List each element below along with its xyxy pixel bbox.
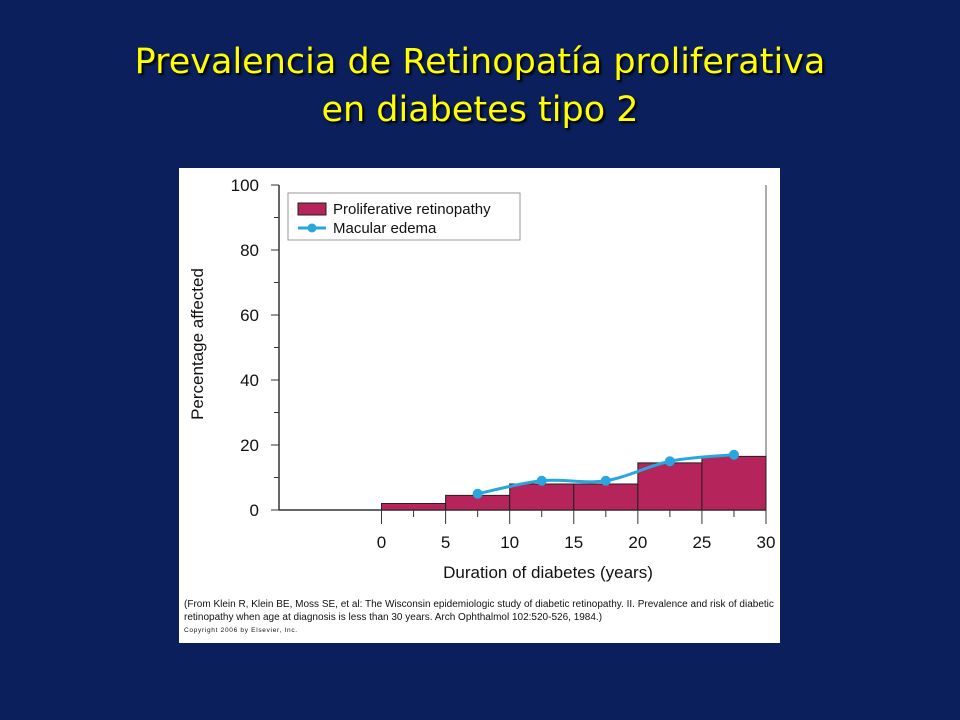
chart-line [472, 449, 739, 499]
figure-caption: (From Klein R, Klein BE, Moss SE, et al:… [184, 599, 774, 623]
slide-title: Prevalencia de Retinopatía proliferativa… [0, 38, 960, 134]
y-tick-label: 40 [240, 371, 259, 390]
slide-title-line-2: en diabetes tipo 2 [321, 90, 639, 130]
figure-copyright: Copyright 2006 by Elsevier, Inc. [184, 627, 298, 634]
legend-swatch-bar [297, 202, 327, 216]
line-point [536, 475, 547, 486]
bar [509, 483, 575, 511]
bar [637, 462, 703, 511]
line-point [600, 475, 611, 486]
x-tick-label: 30 [757, 533, 776, 552]
chart-legend: Proliferative retinopathy Macular edema [287, 192, 521, 241]
bar [701, 455, 767, 511]
line-point [472, 488, 483, 499]
y-tick-label: 60 [240, 306, 259, 325]
legend-label: Proliferative retinopathy [333, 201, 491, 218]
chart-svg: 0 20 40 60 80 100 0 5 10 15 20 25 30 Proliferative r… [188, 176, 776, 582]
y-tick-label: 20 [240, 436, 259, 455]
x-tick-label: 0 [377, 533, 386, 552]
legend-label: Macular edema [333, 220, 437, 237]
y-tick-label: 0 [250, 501, 259, 520]
bar [381, 503, 447, 511]
x-tick-label: 5 [441, 533, 450, 552]
chart-figure: 0 20 40 60 80 100 0 5 10 15 20 25 30 Proliferative r… [179, 168, 780, 643]
slide-title-line-1: Prevalencia de Retinopatía proliferativa [134, 42, 826, 82]
x-tick-label: 25 [692, 533, 711, 552]
line-point [728, 449, 739, 460]
x-tick-label: 20 [628, 533, 647, 552]
y-tick-label: 100 [231, 176, 259, 195]
y-tick-label: 80 [240, 241, 259, 260]
legend-box [287, 192, 521, 241]
bar [573, 483, 639, 511]
x-tick-label: 15 [564, 533, 583, 552]
chart-bars [381, 455, 767, 511]
x-axis-label: Duration of diabetes (years) [443, 563, 653, 582]
x-tick-label: 10 [500, 533, 519, 552]
legend-swatch-point [307, 223, 317, 233]
line-point [664, 456, 675, 467]
y-axis-label: Percentage affected [188, 268, 207, 420]
chart-ticks: 0 20 40 60 80 100 0 5 10 15 20 25 30 [231, 176, 776, 552]
